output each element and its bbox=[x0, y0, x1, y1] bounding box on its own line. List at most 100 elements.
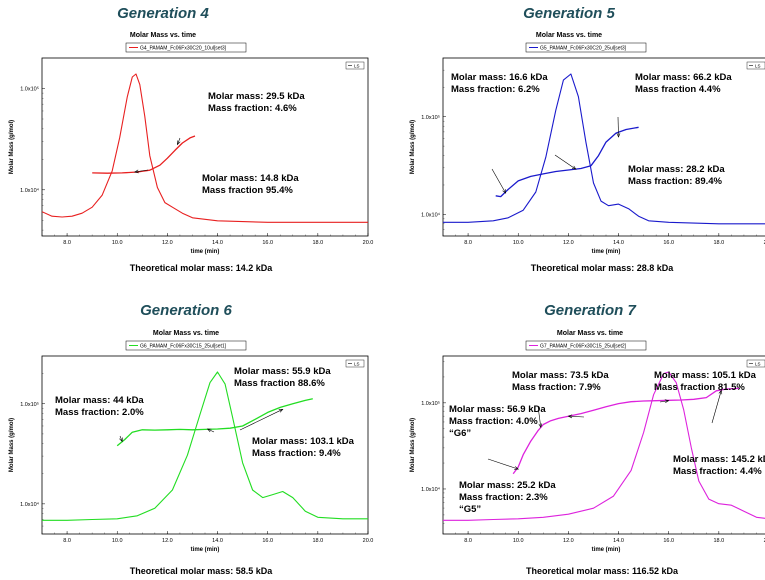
legend-box bbox=[525, 42, 647, 53]
y-tick-label: 1.0x10⁴ bbox=[20, 187, 40, 194]
x-tick-label: 12.0 bbox=[162, 240, 173, 246]
annotation-molar-mass: Molar mass: 44 kDa bbox=[55, 395, 144, 406]
y-tick-label: 1.0x10⁴ bbox=[20, 501, 40, 508]
x-tick-label: 16.0 bbox=[663, 240, 674, 246]
y-axis-title: Molar Mass (g/mol) bbox=[9, 418, 15, 472]
ls-legend-label: LS bbox=[755, 361, 761, 366]
y-tick-label: 1.0x10⁵ bbox=[421, 400, 440, 407]
annotation-arrowhead bbox=[177, 140, 181, 146]
annotation-molar-mass: Molar mass: 73.5 kDa bbox=[512, 370, 609, 381]
chart-panel-4: Generation 4 Molar Mass vs. time G4_PAMAM_… bbox=[9, 5, 373, 273]
annotation-mass-fraction: Mass fraction: 4.6% bbox=[208, 103, 297, 114]
y-tick-label: 1.0x10⁴ bbox=[421, 211, 441, 218]
ls-signal-line bbox=[42, 371, 368, 521]
legend-box bbox=[125, 340, 247, 351]
annotation-arrow bbox=[239, 409, 283, 431]
annotation-mass-fraction: Mass fraction: 2.0% bbox=[55, 407, 144, 418]
x-tick-label: 16.0 bbox=[262, 538, 273, 544]
annotation-arrowhead bbox=[567, 414, 573, 419]
x-tick-label: 18.0 bbox=[312, 538, 323, 544]
annotation-arrow bbox=[177, 137, 181, 145]
legend-label: G6_PAMAM_Fc06Fx30C15_25ul[set1] bbox=[140, 343, 227, 349]
x-tick-label: 20.0 bbox=[764, 240, 765, 246]
annotation-molar-mass: Molar mass: 55.9 kDa bbox=[234, 366, 331, 377]
annotation-arrowhead bbox=[718, 389, 723, 395]
annotation-arrow bbox=[554, 154, 577, 170]
theoretical-molar-mass: Theoretical molar mass: 14.2 kDa bbox=[130, 263, 274, 273]
annotation-generation-label: “G5” bbox=[459, 504, 481, 515]
ls-legend-label: LS bbox=[755, 63, 761, 68]
annotation-arrow bbox=[207, 428, 215, 433]
legend-box bbox=[125, 42, 247, 53]
chart-panel-7: Generation 7 Molar Mass vs. time G7_PAMAM_… bbox=[410, 302, 765, 576]
annotation-molar-mass: Molar mass: 105.1 kDa bbox=[654, 370, 757, 381]
ls-legend-box bbox=[746, 61, 765, 70]
annotation-mass-fraction: Mass fraction: 9.4% bbox=[252, 448, 341, 459]
theoretical-molar-mass: Theoretical molar mass: 116.52 kDa bbox=[526, 566, 679, 576]
annotation-arrowhead bbox=[134, 169, 139, 174]
chart-title: Molar Mass vs. time bbox=[130, 32, 196, 39]
ls-legend-label: LS bbox=[354, 361, 360, 366]
chart-title: Molar Mass vs. time bbox=[153, 330, 219, 337]
ls-legend-box bbox=[345, 359, 365, 368]
chart-title: Molar Mass vs. time bbox=[557, 330, 623, 337]
y-tick-label: 1.0x10⁵ bbox=[20, 85, 39, 92]
annotation-arrow bbox=[119, 435, 123, 442]
theoretical-molar-mass: Theoretical molar mass: 58.5 kDa bbox=[130, 566, 274, 576]
x-tick-label: 8.0 bbox=[63, 538, 71, 544]
annotation-mass-fraction: Mass fraction 4.4% bbox=[635, 84, 721, 95]
ls-signal-line bbox=[42, 73, 368, 223]
annotation-arrow bbox=[537, 405, 542, 428]
ls-signal-line bbox=[443, 371, 765, 521]
annotation-mass-fraction: Mass fraction: 4.4% bbox=[673, 466, 762, 477]
y-axis-title: Molar Mass (g/mol) bbox=[410, 418, 416, 472]
annotation-arrowhead bbox=[119, 437, 123, 443]
chart-title: Molar Mass vs. time bbox=[536, 32, 602, 39]
legend-label: G5_PAMAM_Fc06Fx30C20_25ul[set3] bbox=[540, 45, 627, 51]
annotation-arrowhead bbox=[616, 133, 621, 138]
annotation-arrowhead bbox=[664, 399, 670, 404]
annotation-arrowhead bbox=[502, 189, 507, 194]
x-axis-title: time (min) bbox=[592, 249, 621, 255]
theoretical-molar-mass: Theoretical molar mass: 28.8 kDa bbox=[531, 263, 675, 273]
x-axis-title: time (min) bbox=[191, 249, 220, 255]
x-tick-label: 18.0 bbox=[312, 240, 323, 246]
annotation-generation-label: “G6” bbox=[449, 428, 471, 439]
x-tick-label: 12.0 bbox=[162, 538, 173, 544]
x-tick-label: 14.0 bbox=[212, 538, 223, 544]
generation-title: Generation 7 bbox=[544, 302, 636, 319]
x-tick-label: 8.0 bbox=[63, 240, 71, 246]
y-axis-title: Molar Mass (g/mol) bbox=[9, 120, 15, 174]
y-tick-label: 1.0x10⁴ bbox=[421, 486, 441, 493]
legend-label: G7_PAMAM_Fc06Fx30C15_25ul[set2] bbox=[540, 343, 627, 349]
x-tick-label: 16.0 bbox=[663, 538, 674, 544]
plot-area bbox=[442, 355, 765, 535]
generation-title: Generation 6 bbox=[140, 302, 232, 319]
annotation-mass-fraction: Mass fraction: 2.3% bbox=[459, 492, 548, 503]
molar-mass-line bbox=[495, 126, 639, 198]
annotation-arrow bbox=[711, 390, 722, 424]
annotation-molar-mass: Molar mass: 28.2 kDa bbox=[628, 164, 725, 175]
annotation-arrowhead bbox=[514, 466, 519, 470]
annotation-mass-fraction: Mass fraction: 7.9% bbox=[512, 382, 601, 393]
annotation-molar-mass: Molar mass: 145.2 kDa bbox=[673, 454, 765, 465]
annotation-molar-mass: Molar mass: 66.2 kDa bbox=[635, 72, 732, 83]
x-tick-label: 14.0 bbox=[212, 240, 223, 246]
annotation-arrow bbox=[491, 168, 506, 194]
x-tick-label: 18.0 bbox=[713, 538, 724, 544]
y-tick-label: 1.0x10⁵ bbox=[20, 401, 39, 408]
annotation-molar-mass: Molar mass: 29.5 kDa bbox=[208, 91, 305, 102]
annotation-mass-fraction: Mass fraction 95.4% bbox=[202, 185, 293, 196]
annotation-mass-fraction: Mass fraction 81.5% bbox=[654, 382, 745, 393]
annotation-molar-mass: Molar mass: 56.9 kDa bbox=[449, 404, 546, 415]
annotation-molar-mass: Molar mass: 16.6 kDa bbox=[451, 72, 548, 83]
annotation-arrow bbox=[617, 116, 619, 138]
x-tick-label: 10.0 bbox=[513, 538, 524, 544]
x-axis-title: time (min) bbox=[592, 547, 621, 553]
annotation-arrowhead bbox=[538, 423, 543, 429]
x-tick-label: 20.0 bbox=[363, 538, 374, 544]
plot-area bbox=[41, 57, 369, 237]
annotation-mass-fraction: Mass fraction 88.6% bbox=[234, 378, 325, 389]
x-tick-label: 12.0 bbox=[563, 240, 574, 246]
